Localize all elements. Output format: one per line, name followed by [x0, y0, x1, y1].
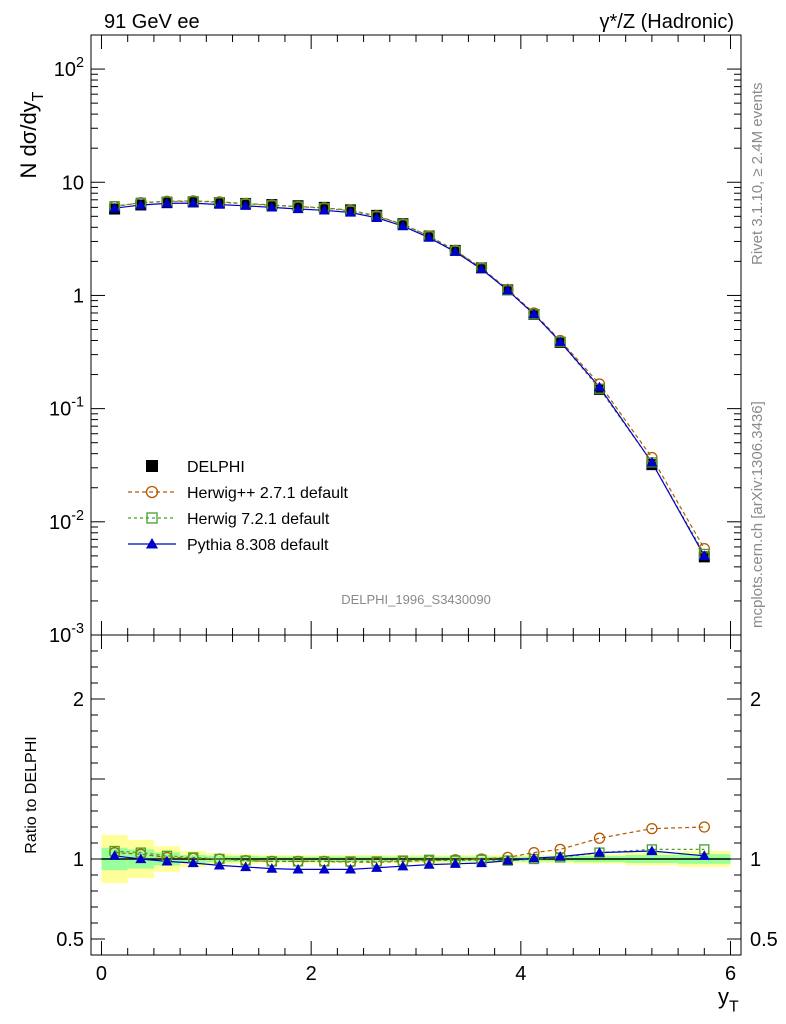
- data-point-triangle: [135, 199, 147, 210]
- data-point-triangle: [344, 207, 356, 217]
- ratio-y-tick-label-right: 0.5: [750, 929, 778, 951]
- data-point-triangle: [145, 537, 159, 549]
- y-tick-label: 10: [62, 172, 84, 194]
- data-point-triangle: [266, 201, 278, 212]
- data-point-triangle: [449, 858, 461, 868]
- analysis-watermark: DELPHI_1996_S3430090: [341, 592, 491, 607]
- data-point-triangle: [449, 246, 461, 256]
- series-line: [114, 826, 705, 863]
- ratio-y-tick-label: 2: [73, 689, 84, 711]
- data-point-triangle: [698, 850, 710, 860]
- header-right-title: γ*/Z (Hadronic): [600, 11, 734, 33]
- x-tick-label: 4: [515, 963, 526, 985]
- legend-label: Herwig++ 2.7.1 default: [187, 485, 349, 502]
- data-point-triangle: [423, 232, 435, 242]
- legend-label: DELPHI: [187, 459, 245, 476]
- legend-label: Pythia 8.308 default: [187, 537, 329, 554]
- data-point-triangle: [187, 857, 199, 868]
- ratio-y-tick-label-right: 1: [750, 849, 761, 871]
- y-tick-label: 102: [54, 55, 84, 81]
- data-point-triangle: [292, 863, 304, 874]
- data-point-triangle: [371, 862, 383, 872]
- data-point-triangle: [593, 381, 605, 392]
- data-point-triangle: [213, 859, 225, 870]
- main-plot-panel: 102 10 1 10-1 10-2 10-3 N dσ/dyT: [16, 34, 742, 647]
- data-point-triangle: [423, 859, 435, 869]
- x-tick-label: 2: [306, 963, 317, 985]
- data-point-triangle: [109, 202, 121, 213]
- data-point-triangle: [266, 863, 278, 873]
- ratio-y-tick-label-right: 2: [750, 689, 761, 711]
- data-point-triangle: [371, 212, 383, 222]
- data-point-triangle: [187, 197, 199, 208]
- data-point-triangle: [528, 852, 540, 863]
- data-point-open-circle: [646, 822, 658, 835]
- data-point-triangle: [318, 863, 330, 874]
- legend-entry: Pythia 8.308 default: [128, 537, 329, 554]
- ratio-plot-frame: [90, 634, 742, 956]
- ratio-y-tick-label: 1: [73, 849, 84, 871]
- data-point-triangle: [344, 863, 356, 874]
- data-point-triangle: [646, 845, 658, 856]
- data-point-triangle: [476, 857, 488, 868]
- data-point-triangle: [502, 855, 514, 865]
- data-point-triangle: [318, 204, 330, 215]
- data-point-triangle: [476, 263, 488, 274]
- legend-entry: Herwig++ 2.7.1 default: [128, 485, 349, 502]
- legend-entry: Herwig 7.2.1 default: [128, 511, 330, 528]
- y-axis-label: N dσ/dyT: [16, 91, 47, 178]
- header-left-title: 91 GeV ee: [104, 11, 200, 33]
- data-point-triangle: [397, 220, 409, 231]
- data-point-triangle: [554, 336, 566, 346]
- data-point-triangle: [240, 861, 252, 872]
- ratio-y-tick-label: 0.5: [56, 929, 84, 951]
- y-tick-label: 10-3: [49, 621, 84, 647]
- data-point-open-circle: [698, 821, 710, 833]
- data-point-triangle: [646, 456, 658, 467]
- mcplots-reference-text: mcplots.cern.ch [arXiv:1306.3436]: [749, 401, 766, 628]
- data-point-square: [146, 460, 158, 472]
- x-axis-label: yT: [718, 984, 739, 1016]
- x-tick-label: 0: [96, 963, 107, 985]
- data-point-triangle: [593, 847, 605, 857]
- data-point-open-square: [146, 512, 158, 524]
- data-point-triangle: [397, 860, 409, 871]
- data-point-open-circle: [145, 485, 159, 499]
- x-tick-label: 6: [725, 963, 736, 985]
- data-point-triangle: [502, 284, 514, 295]
- data-point-triangle: [213, 199, 225, 209]
- ratio-plot-panel: 0.5 0.5 1 1 2 2 0 2 4 6 Ratio to DELPHI yT: [23, 634, 778, 1016]
- series-line: [114, 202, 705, 557]
- data-point-open-circle: [593, 832, 606, 844]
- ratio-y-axis-label: Ratio to DELPHI: [23, 736, 40, 853]
- data-point-triangle: [109, 850, 121, 860]
- data-point-triangle: [161, 197, 173, 208]
- data-point-triangle: [698, 550, 710, 561]
- y-tick-label: 1: [73, 285, 84, 307]
- data-point-triangle: [554, 851, 566, 861]
- data-point-triangle: [240, 200, 252, 210]
- data-point-triangle: [528, 308, 540, 319]
- series-line: [114, 200, 705, 549]
- y-tick-label: 10-2: [49, 508, 84, 534]
- legend: DELPHI Herwig++ 2.7.1 default Herwig 7.2.1…: [128, 459, 349, 554]
- rivet-version-text: Rivet 3.1.10, ≥ 2.4M events: [749, 83, 766, 266]
- data-point-triangle: [161, 855, 173, 866]
- data-point-triangle: [135, 853, 147, 864]
- data-point-triangle: [292, 203, 304, 214]
- legend-entry: DELPHI: [146, 459, 245, 476]
- y-tick-label: 10-1: [49, 395, 84, 421]
- legend-label: Herwig 7.2.1 default: [187, 511, 330, 528]
